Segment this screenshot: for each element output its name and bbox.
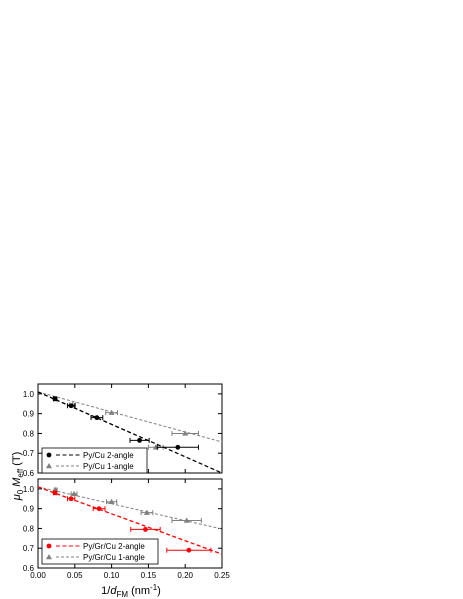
data-point [96,506,102,512]
x-tick-label: 0.15 [141,571,157,580]
x-axis-title: 1/dFM (nm-1) [101,583,161,599]
data-point [143,527,148,532]
y-tick-label: 0.7 [23,544,35,553]
legend: Py/Gr/Cu 2-angle Py/Gr/Cu 1-angle [41,538,159,565]
legend-label: Py/Gr/Cu 1-angle [83,553,145,562]
bottom-panel: 0.6 0.7 0.8 0.9 1.0 0.00 0.05 0.10 0.15 0.20 0.25 P… [23,478,230,580]
fit-line-py-gr-cu-1-angle [38,486,222,530]
plot-frame [37,478,223,569]
legend-box [41,447,148,474]
data-point [175,444,181,450]
y-tick-label: 0.7 [23,449,35,458]
y-tick-label: 0.8 [23,524,35,533]
legend-label: Py/Gr/Cu 2-angle [83,542,145,551]
data-point [68,403,74,409]
y-tick-label: 0.8 [23,429,35,438]
data-point [143,509,150,515]
data-point [68,496,74,502]
data-point [108,498,115,504]
data-point [94,415,100,421]
legend-label: Py/Cu 1-angle [83,462,134,471]
data-point [71,490,78,497]
y-tick-label: 0.6 [23,469,35,478]
legend-marker [46,452,52,458]
legend-box [41,538,159,565]
data-point [137,437,142,443]
x-tick-label: 0.00 [30,571,46,580]
data-point [52,490,58,496]
y-tick-label: 0.9 [23,505,35,514]
y-tick-label: 1.0 [23,390,35,399]
fit-line-py-cu-1-angle [38,391,222,443]
y-tick-label: 0.6 [23,564,35,573]
legend-marker [46,543,52,549]
data-point [186,547,192,553]
data-point [108,409,115,415]
legend: Py/Cu 2-angle Py/Cu 1-angle [41,447,148,474]
y-axis-title: μ0 Meff (T) [11,452,25,502]
x-tick-label: 0.05 [67,571,83,580]
data-point [183,517,190,523]
legend-label: Py/Cu 2-angle [83,451,134,460]
x-tick-label: 0.10 [104,571,120,580]
y-tick-label: 1.0 [23,485,35,494]
fit-line-py-gr-cu-2-angle [38,486,222,555]
y-tick-label: 0.9 [23,410,35,419]
data-point [52,396,58,402]
legend-marker [46,463,52,469]
top-panel: 0.6 0.7 0.8 0.9 1.0 Py/Cu 2-angle Py/Cu 1-angl… [23,383,223,478]
x-tick-label: 0.25 [214,571,230,580]
x-tick-label: 0.20 [177,571,193,580]
legend-marker [46,554,52,560]
data-point [182,430,189,436]
